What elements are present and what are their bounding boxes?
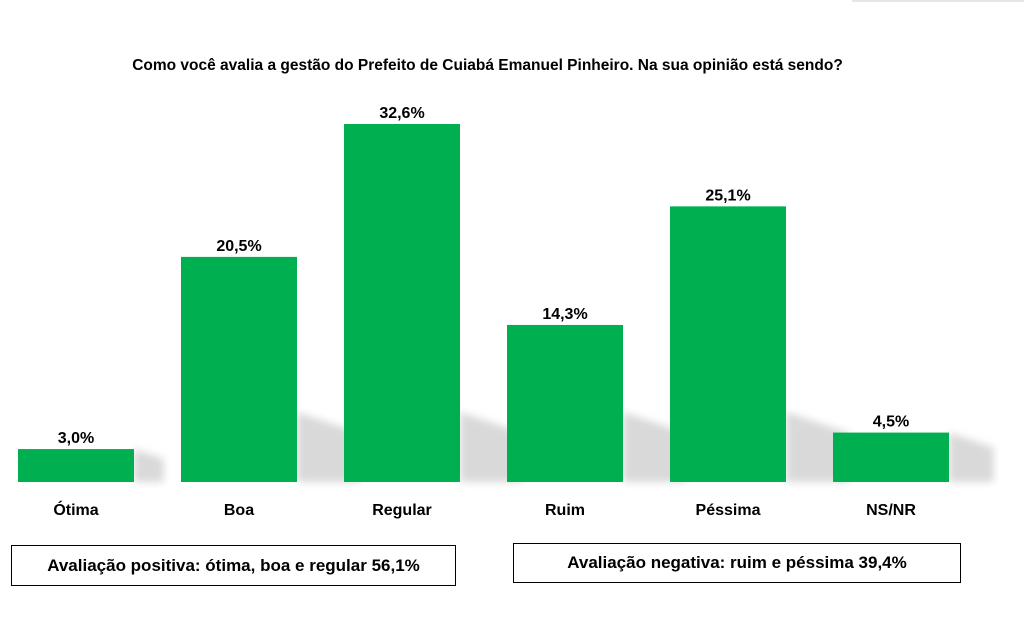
category-labels: Ótima Boa Regular Ruim Péssima NS/NR (53, 500, 916, 519)
summary-positive-box: Avaliação positiva: ótima, boa e regular… (11, 545, 456, 586)
bar-shadow (949, 432, 994, 482)
bar-2 (344, 124, 460, 482)
category-label: Regular (372, 502, 432, 519)
bar-shadow (134, 449, 164, 482)
summary-negative-box: Avaliação negativa: ruim e péssima 39,4% (513, 543, 961, 583)
category-label: NS/NR (866, 502, 916, 519)
bar-3 (507, 324, 623, 482)
bar-chart: 3,0% 20,5% 32,6% 14,3% 25,1% 4,5% Ótima Boa Reg… (18, 105, 994, 519)
value-labels: 3,0% 20,5% 32,6% 14,3% 25,1% 4,5% (58, 105, 909, 447)
category-label: Péssima (696, 502, 761, 519)
bars (18, 124, 949, 482)
category-label: Ótima (53, 500, 98, 519)
value-label: 4,5% (873, 414, 909, 431)
value-label: 25,1% (705, 187, 750, 204)
bar-1 (181, 256, 297, 482)
top-rule (852, 0, 1024, 2)
bar-0 (18, 449, 134, 482)
value-label: 32,6% (379, 105, 424, 122)
value-label: 3,0% (58, 430, 94, 447)
category-label: Boa (224, 502, 254, 519)
value-label: 20,5% (216, 238, 261, 255)
value-label: 14,3% (542, 306, 587, 323)
category-label: Ruim (545, 502, 585, 519)
chart-title: Como você avalia a gestão do Prefeito de… (132, 57, 843, 74)
bar-5 (833, 432, 949, 482)
bar-4 (670, 206, 786, 482)
